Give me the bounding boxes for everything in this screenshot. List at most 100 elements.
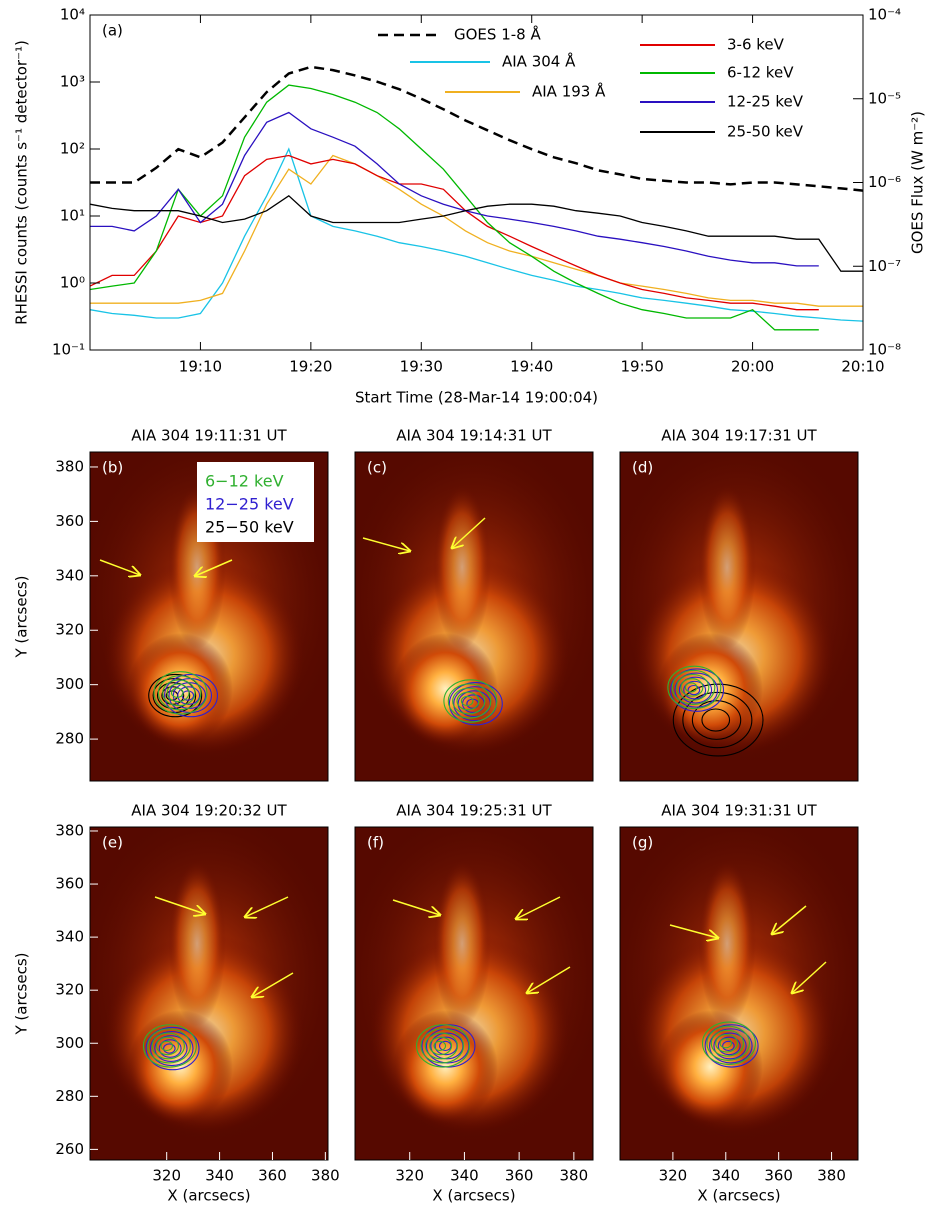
arrow xyxy=(252,972,294,997)
solar-image xyxy=(620,452,858,781)
contour xyxy=(701,708,731,732)
legend-label: 12−25 keV xyxy=(205,495,294,514)
panel-title: AIA 304 19:11:31 UT xyxy=(131,427,287,445)
panel-frame xyxy=(619,826,859,1161)
solar-image xyxy=(620,827,858,1160)
y2-tick-label: 10⁻⁶ xyxy=(868,173,901,191)
arrow xyxy=(362,537,410,551)
contour xyxy=(683,680,707,700)
x-tick-label: 340 xyxy=(205,1167,234,1185)
y-tick-label: 300 xyxy=(55,675,84,693)
contour xyxy=(676,673,710,701)
contour xyxy=(671,669,716,705)
arrow xyxy=(392,899,440,915)
image-core xyxy=(393,632,498,745)
x-tick-label: 19:20 xyxy=(289,358,332,376)
y-tick-label: 360 xyxy=(55,875,84,893)
solar-image xyxy=(355,827,593,1160)
y-tick-label: 10¹ xyxy=(60,207,85,225)
panel-label: (d) xyxy=(632,459,653,477)
x-tick-label: 19:50 xyxy=(621,358,664,376)
y-tick-label: 280 xyxy=(55,1087,84,1105)
y-tick-label: 280 xyxy=(55,730,84,748)
contour xyxy=(710,1029,745,1057)
contour xyxy=(162,679,196,707)
solar-image xyxy=(90,827,328,1160)
panel-label: (a) xyxy=(102,22,123,40)
x-axis-title: X (arcsecs) xyxy=(167,1187,250,1205)
y-axis-title: Y (arcsecs) xyxy=(13,952,31,1035)
contour xyxy=(684,682,698,693)
contour xyxy=(717,1036,741,1056)
panel-frame xyxy=(354,451,594,782)
contour xyxy=(148,673,203,718)
y-tick-label: 380 xyxy=(55,457,84,475)
contour xyxy=(706,1025,751,1061)
contour xyxy=(166,683,190,703)
arrow xyxy=(452,517,486,548)
contour xyxy=(420,1028,465,1064)
panel-label: (e) xyxy=(102,834,123,852)
y-tick-label: 300 xyxy=(55,1034,84,1052)
panel-label: (f) xyxy=(367,834,384,852)
arrow xyxy=(772,905,807,934)
x-tick-label: 20:10 xyxy=(841,358,884,376)
y-tick-label: 340 xyxy=(55,928,84,946)
y2-tick-label: 10⁻⁴ xyxy=(868,6,901,24)
panel-frame xyxy=(619,451,859,782)
y-tick-label: 360 xyxy=(55,512,84,530)
contour xyxy=(680,678,704,697)
contour xyxy=(153,671,208,715)
panel-title: AIA 304 19:25:31 UT xyxy=(396,802,552,820)
legend-box xyxy=(197,462,314,542)
panel-frame xyxy=(89,451,329,782)
legend-label: 6−12 keV xyxy=(205,472,284,491)
contour xyxy=(149,1030,194,1067)
contour xyxy=(456,691,480,711)
panel-frame xyxy=(354,826,594,1161)
contour xyxy=(160,1040,173,1052)
legend-label: 25-50 keV xyxy=(727,123,804,141)
contour xyxy=(722,1040,735,1052)
arrow xyxy=(516,896,561,919)
series-line xyxy=(89,154,819,311)
contour xyxy=(416,1024,471,1068)
contour xyxy=(163,1043,176,1054)
y2-tick-label: 10⁻⁵ xyxy=(868,89,901,107)
contour xyxy=(672,683,764,757)
solar-image xyxy=(355,452,593,781)
x-tick-label: 360 xyxy=(764,1167,793,1185)
legend-label: 12-25 keV xyxy=(727,93,804,111)
contour xyxy=(670,668,725,712)
contour xyxy=(460,695,474,707)
image-spire xyxy=(433,484,491,650)
image-spire xyxy=(433,860,491,1027)
panel-frame xyxy=(89,826,329,1161)
x-tick-label: 360 xyxy=(505,1167,534,1185)
contour xyxy=(157,675,202,711)
arrow xyxy=(669,924,718,938)
legend-label: AIA 304 Å xyxy=(502,52,576,71)
y-tick-label: 10² xyxy=(60,140,85,158)
y-tick-label: 10⁰ xyxy=(60,274,85,292)
panel-title: AIA 304 19:31:31 UT xyxy=(661,802,817,820)
y2-tick-label: 10⁻⁷ xyxy=(868,257,901,275)
y-tick-label: 380 xyxy=(55,821,84,839)
x-tick-label: 320 xyxy=(659,1167,688,1185)
legend-label: 3-6 keV xyxy=(727,36,785,54)
y-tick-label: 260 xyxy=(55,1140,84,1158)
contour xyxy=(667,665,722,710)
x-tick-label: 340 xyxy=(450,1167,479,1185)
y-tick-label: 320 xyxy=(55,981,84,999)
image-core xyxy=(658,1010,763,1124)
series-line xyxy=(89,147,864,322)
x-axis-title: Start Time (28-Mar-14 19:00:04) xyxy=(355,389,598,407)
contour xyxy=(701,1021,756,1065)
legend-label: 6-12 keV xyxy=(727,64,794,82)
contour xyxy=(424,1032,459,1060)
x-tick-label: 19:40 xyxy=(510,358,553,376)
contour xyxy=(151,1032,185,1060)
panel-label: (c) xyxy=(367,459,387,477)
contour xyxy=(704,1024,759,1068)
arrow xyxy=(154,896,205,914)
